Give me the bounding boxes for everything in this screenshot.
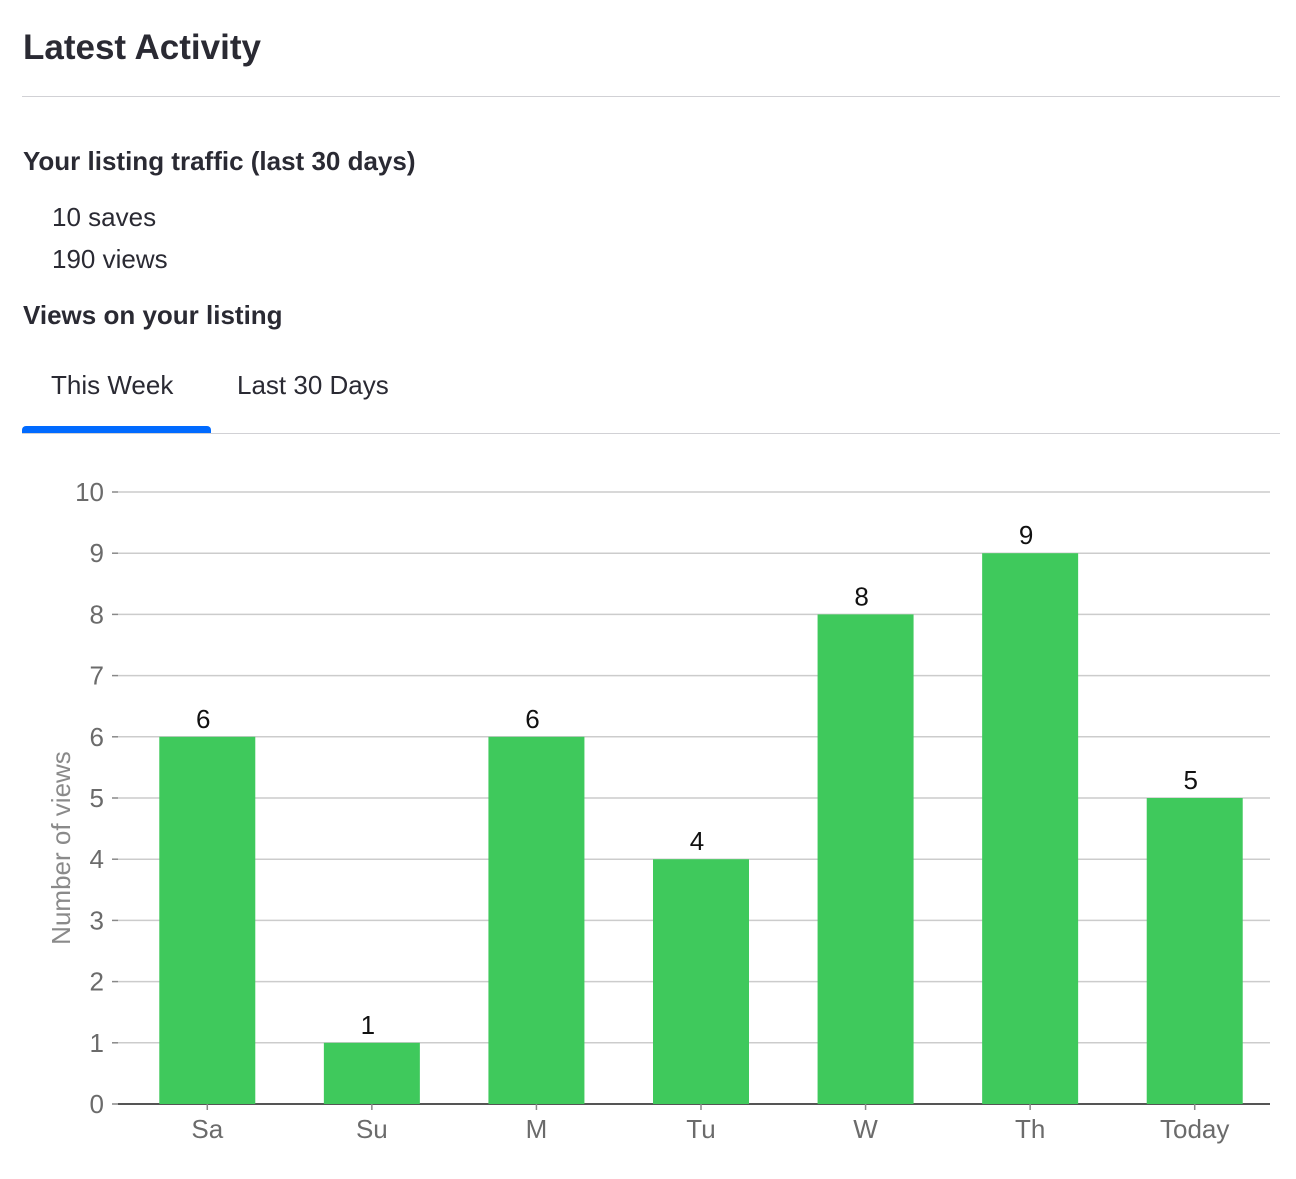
y-tick-label: 9 (90, 538, 104, 568)
header-divider (22, 96, 1280, 97)
bar-w (817, 614, 914, 1104)
views-count: 190 views (52, 244, 168, 274)
data-label: 4 (690, 826, 704, 856)
data-label: 5 (1183, 765, 1197, 795)
saves-count: 10 saves (52, 202, 157, 232)
views-heading: Views on your listing (23, 300, 283, 330)
active-tab-indicator (22, 426, 211, 433)
x-tick-label: W (853, 1114, 878, 1144)
data-label: 6 (525, 704, 539, 734)
x-tick-label: Su (356, 1114, 388, 1144)
y-tick-label: 7 (90, 661, 104, 691)
bar-tu (653, 859, 749, 1104)
y-tick-label: 8 (90, 599, 104, 629)
y-tick-label: 5 (90, 783, 104, 813)
y-axis-label: Number of views (46, 751, 76, 945)
bar-th (982, 553, 1079, 1104)
chart-y-axis: 0 1 2 3 4 5 6 7 8 9 10 (75, 477, 118, 1119)
chart-x-axis: Sa Su M Tu W Th Today (191, 1104, 1229, 1144)
y-tick-label: 10 (75, 477, 104, 507)
chart-data-labels: 6 1 6 4 8 9 5 (196, 520, 1198, 1040)
tab-this-week[interactable]: This Week (51, 370, 174, 400)
tabs-divider (22, 433, 1280, 434)
tab-last-30-days[interactable]: Last 30 Days (237, 370, 389, 400)
y-tick-label: 3 (90, 905, 104, 935)
views-tabs: This Week Last 30 Days (22, 352, 1280, 434)
page-title: Latest Activity (23, 28, 261, 67)
x-tick-label: Today (1160, 1114, 1229, 1144)
data-label: 8 (854, 581, 868, 611)
views-bar-chart: 6 1 6 4 8 9 5 0 1 2 3 4 5 6 7 8 9 10 Sa Su M Tu W Th Today Num… (46, 477, 1270, 1144)
x-tick-label: M (526, 1114, 548, 1144)
data-label: 6 (196, 704, 210, 734)
y-tick-label: 1 (90, 1028, 104, 1058)
bar-today (1146, 798, 1243, 1104)
x-tick-label: Th (1015, 1114, 1045, 1144)
y-tick-label: 2 (90, 967, 104, 997)
x-tick-label: Tu (686, 1114, 715, 1144)
y-tick-label: 4 (90, 844, 104, 874)
bar-m (488, 736, 585, 1104)
chart-gridlines (118, 491, 1270, 1105)
y-tick-label: 6 (90, 722, 104, 752)
y-tick-label: 0 (90, 1089, 104, 1119)
traffic-heading: Your listing traffic (last 30 days) (23, 146, 416, 176)
bar-sa (159, 736, 256, 1104)
bar-su (323, 1042, 420, 1104)
data-label: 9 (1019, 520, 1033, 550)
x-tick-label: Sa (191, 1114, 223, 1144)
data-label: 1 (361, 1010, 375, 1040)
chart-bars (159, 553, 1243, 1104)
